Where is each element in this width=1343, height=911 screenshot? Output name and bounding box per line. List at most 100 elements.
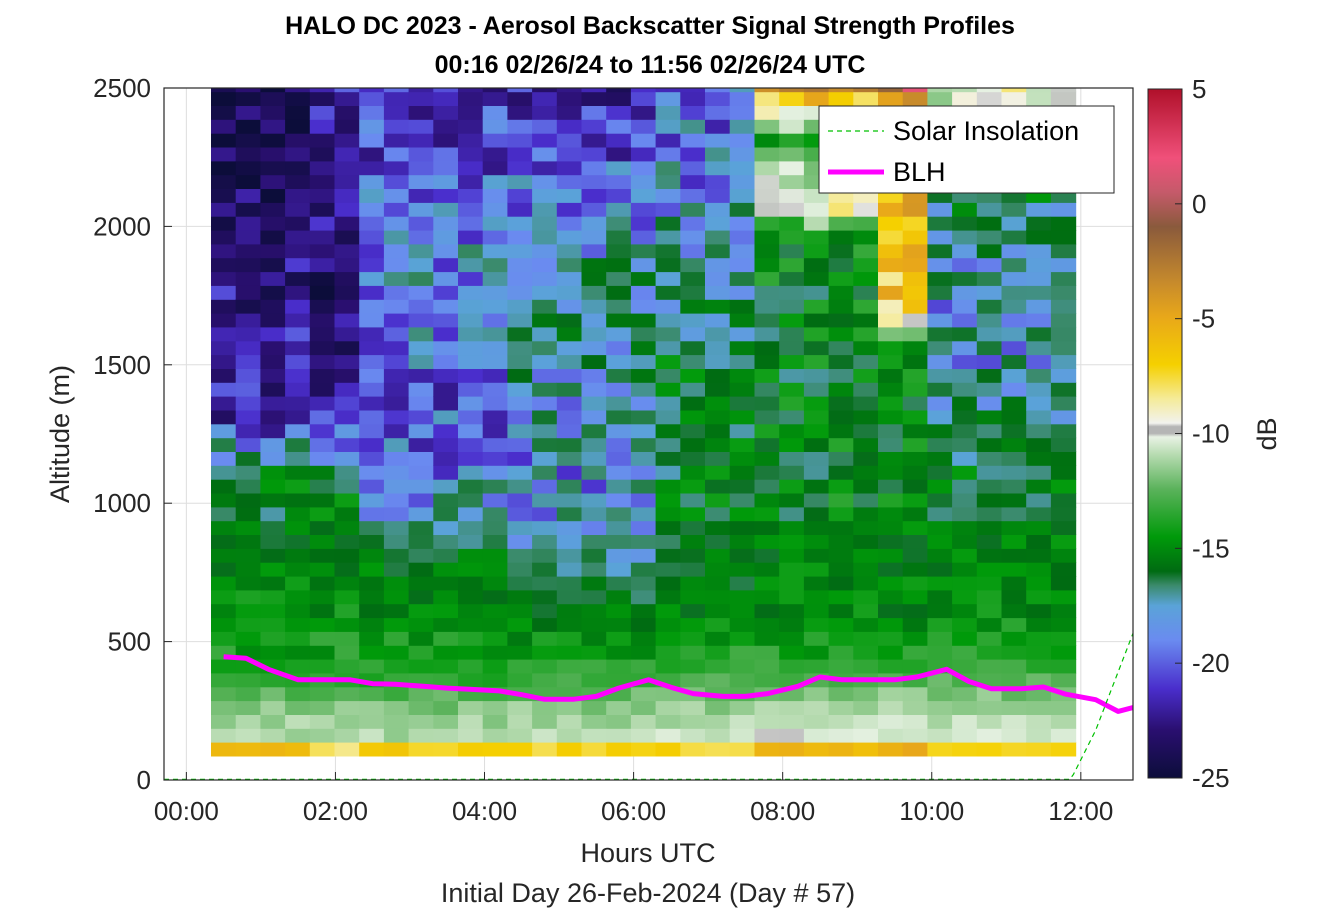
heatmap-cell	[285, 354, 311, 369]
heatmap-cell	[1001, 520, 1027, 535]
heatmap-cell	[359, 133, 385, 148]
heatmap-cell	[507, 548, 533, 563]
heatmap-cell	[927, 299, 953, 314]
heatmap-cell	[581, 700, 607, 715]
heatmap-cell	[1050, 285, 1077, 300]
heatmap-cell	[211, 728, 237, 743]
heatmap-cell	[260, 119, 286, 134]
heatmap-cell	[458, 147, 484, 162]
heatmap-cell	[902, 686, 928, 702]
heatmap-cell	[655, 493, 681, 508]
heatmap-cell	[458, 479, 484, 494]
heatmap-cell	[458, 659, 484, 674]
heatmap-cell	[779, 479, 805, 494]
heatmap-cell	[853, 423, 879, 439]
heatmap-cell	[828, 548, 854, 563]
heatmap-cell	[482, 313, 508, 328]
heatmap-cell	[556, 368, 583, 383]
heatmap-cell	[828, 562, 854, 577]
heatmap-cell	[902, 285, 928, 300]
heatmap-cell	[927, 589, 953, 605]
heatmap-cell	[408, 603, 434, 619]
heatmap-cell	[606, 382, 632, 397]
heatmap-cell	[383, 354, 410, 369]
heatmap-cell	[729, 160, 755, 176]
heatmap-cell	[606, 714, 632, 729]
heatmap-cell	[828, 340, 854, 356]
heatmap-cell	[211, 714, 237, 729]
heatmap-cell	[630, 285, 657, 300]
heatmap-cell	[458, 340, 484, 356]
heatmap-cell	[309, 659, 336, 674]
heatmap-cell	[1050, 451, 1077, 466]
heatmap-cell	[235, 91, 261, 106]
heatmap-cell	[630, 589, 657, 605]
heatmap-cell	[408, 105, 434, 120]
heatmap-cell	[458, 160, 484, 176]
heatmap-cell	[927, 340, 953, 356]
heatmap-cell	[433, 728, 459, 743]
heatmap-cell	[482, 672, 508, 688]
heatmap-cell	[309, 216, 336, 231]
heatmap-cell	[902, 589, 928, 605]
heatmap-cell	[211, 520, 237, 535]
heatmap-cell	[902, 714, 928, 729]
heatmap-cell	[260, 326, 286, 342]
heatmap-cell	[285, 714, 311, 729]
heatmap-cell	[952, 299, 978, 314]
heatmap-cell	[532, 700, 558, 715]
heatmap-cell	[680, 216, 706, 231]
heatmap-cell	[878, 91, 904, 106]
heatmap-cell	[630, 105, 657, 120]
heatmap-cell	[902, 617, 928, 632]
heatmap-cell	[952, 409, 978, 425]
heatmap-cell	[606, 230, 632, 245]
heatmap-cell	[532, 534, 558, 549]
heatmap-cell	[1050, 382, 1077, 397]
heatmap-cell	[334, 91, 360, 106]
heatmap-cell	[458, 216, 484, 231]
heatmap-cell	[309, 202, 336, 217]
heatmap-cell	[680, 202, 706, 217]
colorbar-tick-label: -10	[1192, 419, 1230, 449]
heatmap-cell	[334, 437, 360, 452]
heatmap-cell	[853, 437, 879, 452]
heatmap-cell	[359, 631, 385, 646]
heatmap-cell	[1050, 520, 1077, 535]
heatmap-cell	[556, 534, 583, 549]
heatmap-cell	[383, 728, 410, 743]
heatmap-cell	[581, 520, 607, 535]
heatmap-cell	[803, 493, 830, 508]
heatmap-cell	[285, 617, 311, 632]
heatmap-cell	[754, 409, 780, 425]
heatmap-cell	[433, 576, 459, 591]
heatmap-cell	[532, 147, 558, 162]
heatmap-cell	[433, 354, 459, 369]
heatmap-cell	[705, 257, 731, 273]
heatmap-cell	[334, 216, 360, 231]
heatmap-cell	[235, 700, 261, 715]
heatmap-cell	[630, 216, 657, 231]
heatmap-cell	[556, 299, 583, 314]
heatmap-cell	[754, 672, 780, 688]
heatmap-cell	[803, 506, 830, 522]
heatmap-cell	[630, 493, 657, 508]
heatmap-cell	[383, 617, 410, 632]
heatmap-cell	[729, 368, 755, 383]
heatmap-cell	[952, 520, 978, 535]
heatmap-cell	[1050, 700, 1077, 715]
heatmap-cell	[1001, 603, 1027, 619]
heatmap-cell	[581, 396, 607, 411]
heatmap-cell	[507, 313, 533, 328]
heatmap-cell	[902, 326, 928, 342]
heatmap-cell	[828, 396, 854, 411]
heatmap-cell	[606, 160, 632, 176]
heatmap-cell	[1050, 368, 1077, 383]
heatmap-cell	[853, 257, 879, 273]
heatmap-cell	[482, 493, 508, 508]
heatmap-cell	[532, 133, 558, 148]
heatmap-cell	[705, 285, 731, 300]
heatmap-cell	[458, 672, 484, 688]
heatmap-cell	[334, 340, 360, 356]
heatmap-cell	[853, 589, 879, 605]
